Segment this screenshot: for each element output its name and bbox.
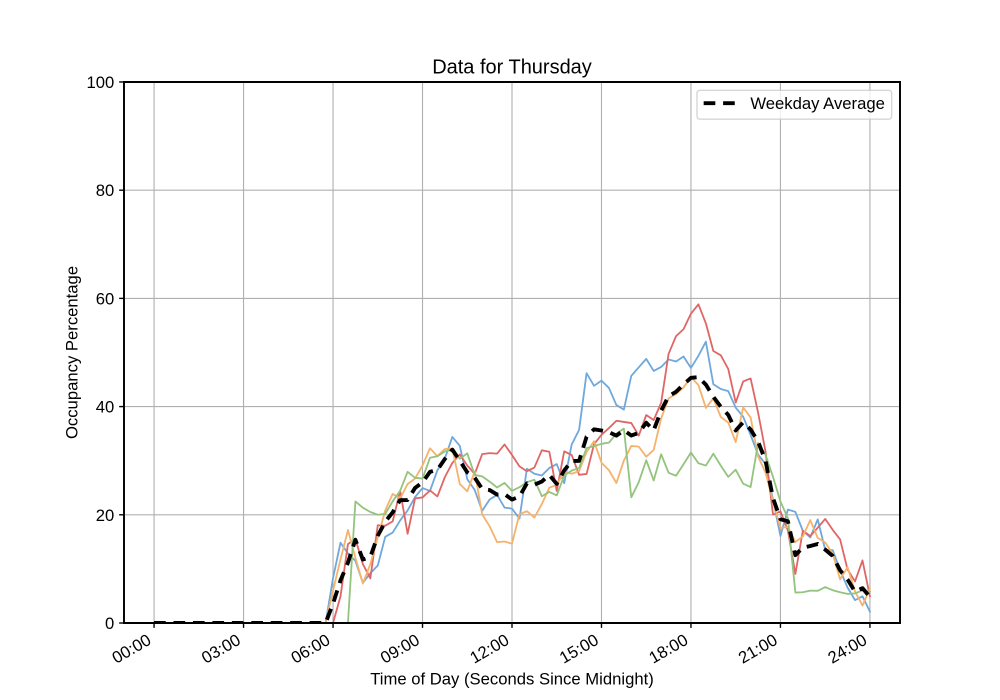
svg-text:40: 40 bbox=[96, 398, 115, 417]
svg-text:Time of Day (Seconds Since Mid: Time of Day (Seconds Since Midnight) bbox=[370, 670, 654, 689]
svg-text:Occupancy Percentage: Occupancy Percentage bbox=[62, 266, 81, 439]
svg-text:80: 80 bbox=[96, 181, 115, 200]
svg-text:Data for Thursday: Data for Thursday bbox=[432, 57, 592, 79]
svg-text:0: 0 bbox=[105, 614, 114, 633]
svg-text:60: 60 bbox=[96, 289, 115, 308]
svg-text:20: 20 bbox=[96, 506, 115, 525]
svg-text:Weekday Average: Weekday Average bbox=[750, 94, 885, 113]
svg-text:100: 100 bbox=[86, 73, 114, 92]
